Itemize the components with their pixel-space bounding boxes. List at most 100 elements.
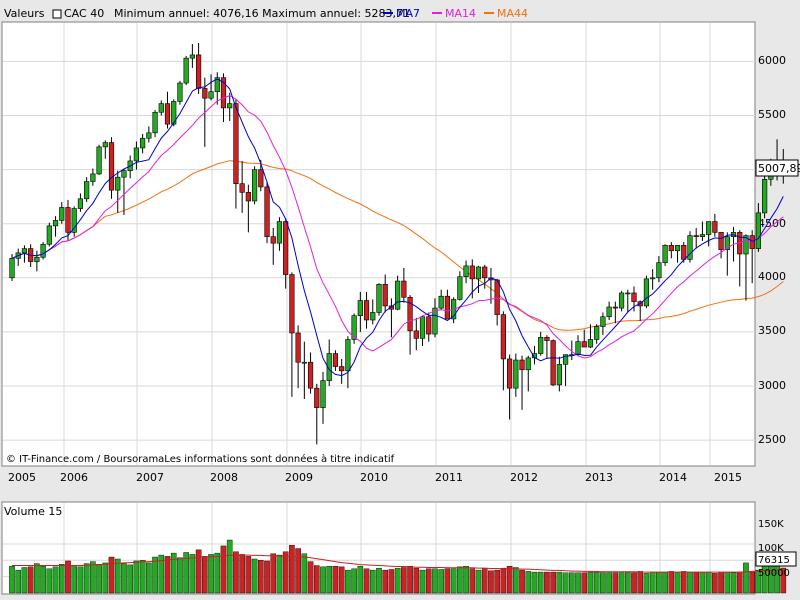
candle-up[interactable]: [21, 248, 28, 254]
candle-up[interactable]: [115, 176, 121, 191]
volume-bar[interactable]: [258, 560, 264, 594]
candle-up[interactable]: [102, 142, 108, 148]
candle-down[interactable]: [363, 300, 370, 321]
volume-bar[interactable]: [326, 565, 333, 594]
volume-bar[interactable]: [600, 572, 606, 594]
candle-down[interactable]: [631, 292, 637, 302]
volume-bar[interactable]: [388, 569, 395, 594]
volume-bar[interactable]: [21, 567, 28, 594]
volume-bar[interactable]: [233, 551, 239, 594]
volume-bar[interactable]: [569, 572, 575, 594]
volume-bar[interactable]: [500, 567, 507, 594]
volume-bar[interactable]: [693, 571, 699, 594]
candle-up[interactable]: [674, 245, 681, 252]
volume-bar[interactable]: [413, 567, 420, 594]
candle-up[interactable]: [84, 181, 90, 200]
volume-bar[interactable]: [749, 571, 755, 594]
volume-bar[interactable]: [189, 554, 196, 594]
volume-bar[interactable]: [475, 569, 482, 594]
volume-bar[interactable]: [656, 571, 662, 594]
candle-up[interactable]: [687, 235, 693, 260]
volume-bar[interactable]: [531, 571, 538, 594]
volume-bar[interactable]: [680, 571, 687, 594]
volume-bar[interactable]: [550, 571, 556, 594]
volume-bar[interactable]: [457, 566, 463, 594]
candle-down[interactable]: [519, 359, 525, 371]
candle-down[interactable]: [339, 366, 345, 372]
candle-up[interactable]: [662, 245, 668, 263]
candle-up[interactable]: [370, 312, 376, 321]
volume-bar[interactable]: [251, 558, 258, 594]
volume-bar[interactable]: [463, 565, 469, 594]
volume-bar[interactable]: [276, 554, 283, 594]
volume-bar[interactable]: [674, 571, 681, 594]
volume-bar[interactable]: [376, 567, 382, 594]
volume-bar[interactable]: [301, 553, 308, 594]
candle-up[interactable]: [706, 221, 712, 235]
volume-bar[interactable]: [27, 566, 34, 594]
volume-bar[interactable]: [34, 563, 40, 594]
candle-up[interactable]: [618, 292, 625, 309]
volume-bar[interactable]: [525, 571, 532, 594]
candle-down[interactable]: [681, 245, 687, 260]
volume-bar[interactable]: [662, 571, 668, 594]
candle-down[interactable]: [500, 314, 506, 360]
volume-bar[interactable]: [444, 568, 451, 594]
candle-up[interactable]: [59, 207, 65, 221]
candle-up[interactable]: [71, 208, 77, 233]
candle-down[interactable]: [283, 221, 289, 275]
candle-down[interactable]: [494, 279, 500, 315]
candle-up[interactable]: [351, 315, 357, 340]
candle-down[interactable]: [382, 283, 388, 307]
candle-down[interactable]: [712, 221, 718, 233]
candle-down[interactable]: [426, 316, 432, 335]
volume-bar[interactable]: [245, 556, 252, 594]
candle-up[interactable]: [96, 146, 102, 175]
candle-up[interactable]: [9, 258, 15, 279]
candle-down[interactable]: [258, 169, 264, 188]
candle-down[interactable]: [233, 103, 239, 184]
candle-down[interactable]: [407, 296, 413, 332]
candle-down[interactable]: [544, 337, 550, 341]
volume-bar[interactable]: [432, 568, 438, 594]
candle-up[interactable]: [438, 295, 444, 309]
volume-bar[interactable]: [351, 568, 357, 594]
candle-down[interactable]: [612, 306, 618, 309]
candle-down[interactable]: [482, 266, 488, 279]
volume-bar[interactable]: [624, 571, 631, 594]
candle-down[interactable]: [413, 330, 419, 339]
candle-up[interactable]: [227, 103, 233, 109]
candle-up[interactable]: [345, 339, 351, 372]
volume-bar[interactable]: [127, 564, 133, 594]
candle-up[interactable]: [606, 306, 612, 318]
volume-bar[interactable]: [58, 564, 65, 594]
candle-up[interactable]: [724, 236, 730, 250]
volume-bar[interactable]: [724, 571, 731, 594]
candle-down[interactable]: [469, 265, 475, 280]
candle-down[interactable]: [444, 295, 451, 320]
volume-bar[interactable]: [587, 571, 594, 594]
candle-down[interactable]: [295, 332, 301, 363]
candle-up[interactable]: [656, 262, 662, 279]
volume-bar[interactable]: [152, 556, 158, 594]
volume-bar[interactable]: [195, 549, 202, 594]
candle-up[interactable]: [140, 137, 146, 149]
candle-down[interactable]: [108, 142, 115, 191]
volume-bar[interactable]: [170, 552, 177, 594]
candle-down[interactable]: [668, 245, 674, 252]
candle-up[interactable]: [650, 277, 656, 280]
candle-up[interactable]: [594, 326, 600, 340]
volume-bar[interactable]: [208, 554, 214, 594]
candle-up[interactable]: [214, 77, 220, 92]
candle-up[interactable]: [52, 220, 59, 227]
candle-down[interactable]: [239, 183, 245, 193]
volume-bar[interactable]: [226, 539, 233, 594]
candle-down[interactable]: [506, 358, 513, 389]
volume-bar[interactable]: [357, 565, 364, 594]
candle-down[interactable]: [581, 341, 587, 348]
volume-bar[interactable]: [307, 561, 314, 594]
candle-up[interactable]: [183, 57, 189, 84]
candle-up[interactable]: [189, 54, 195, 59]
volume-bar[interactable]: [718, 571, 724, 594]
candle-up[interactable]: [301, 361, 307, 364]
